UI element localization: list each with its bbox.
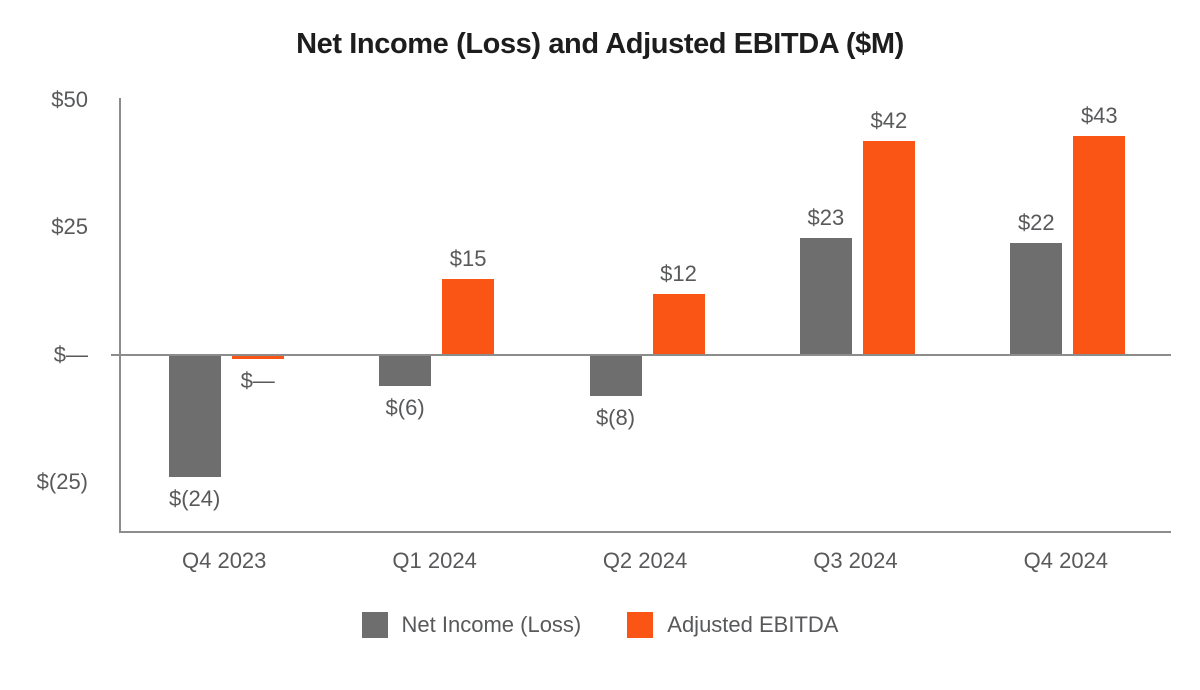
bar-adjusted-ebitda-q2-2024 bbox=[652, 293, 705, 355]
y-axis-tick-label-neg25: $(25) bbox=[36, 469, 88, 494]
bar-value-label-net-income-loss-q3-2024: $23 bbox=[807, 204, 845, 230]
bar-value-label-adjusted-ebitda-q2-2024: $12 bbox=[660, 260, 697, 286]
bar-value-label-net-income-loss-q2-2024: $(8) bbox=[595, 404, 636, 430]
x-axis-label-q1-2024: Q1 2024 bbox=[392, 548, 477, 573]
legend-item-net-income-loss: Net Income (Loss) bbox=[361, 612, 582, 638]
adjusted-ebitda-swatch-icon bbox=[627, 612, 654, 638]
legend-label-adjusted-ebitda: Adjusted EBITDA bbox=[667, 612, 839, 637]
bar-value-label-net-income-loss-q1-2024: $(6) bbox=[385, 394, 425, 420]
legend-item-adjusted-ebitda: Adjusted EBITDA bbox=[627, 612, 838, 638]
bar-adjusted-ebitda-q4-2023 bbox=[231, 355, 284, 360]
bar-value-label-adjusted-ebitda-q4-2024: $43 bbox=[1080, 102, 1118, 128]
bar-net-income-loss-q4-2024 bbox=[1010, 242, 1063, 355]
bar-net-income-loss-q1-2024 bbox=[379, 355, 432, 386]
chart-title: Net Income (Loss) and Adjusted EBITDA ($… bbox=[296, 28, 904, 60]
bar-value-label-net-income-loss-q4-2024: $22 bbox=[1017, 209, 1055, 235]
bar-adjusted-ebitda-q1-2024 bbox=[442, 278, 495, 355]
y-axis-tick-label-0: $— bbox=[53, 342, 88, 367]
plot-area: $(24) $(6) $(8) $23 $22 $— $15 $12 $42 $43 bbox=[119, 98, 1171, 533]
x-axis-label-q4-2023: Q4 2023 bbox=[182, 548, 267, 573]
bar-value-label-adjusted-ebitda-q3-2024: $42 bbox=[870, 107, 908, 133]
bar-adjusted-ebitda-q3-2024 bbox=[862, 140, 915, 355]
bar-value-label-adjusted-ebitda-q1-2024: $15 bbox=[449, 245, 487, 271]
x-axis-label-q3-2024: Q3 2024 bbox=[813, 548, 898, 573]
bar-net-income-loss-q3-2024 bbox=[799, 237, 852, 355]
legend-label-net-income-loss: Net Income (Loss) bbox=[401, 612, 582, 637]
bar-value-label-net-income-loss-q4-2023: $(24) bbox=[169, 486, 221, 512]
zero-baseline bbox=[111, 354, 1171, 356]
y-axis-tick-label-50: $50 bbox=[51, 87, 88, 112]
bar-value-label-adjusted-ebitda-q4-2023: $— bbox=[240, 368, 275, 394]
x-axis-label-q2-2024: Q2 2024 bbox=[602, 548, 688, 573]
chart-legend: Net Income (Loss) Adjusted EBITDA bbox=[0, 612, 1200, 638]
bar-net-income-loss-q2-2024 bbox=[589, 355, 642, 396]
bar-net-income-loss-q4-2023 bbox=[168, 355, 221, 478]
x-axis: Q4 2023 Q1 2024 Q2 2024 Q3 2024 Q4 2024 bbox=[119, 548, 1171, 574]
x-axis-label-q4-2024: Q4 2024 bbox=[1023, 548, 1109, 573]
net-income-loss-swatch-icon bbox=[361, 612, 388, 638]
y-axis-tick-label-25: $25 bbox=[51, 214, 88, 239]
bar-adjusted-ebitda-q4-2024 bbox=[1073, 135, 1126, 355]
